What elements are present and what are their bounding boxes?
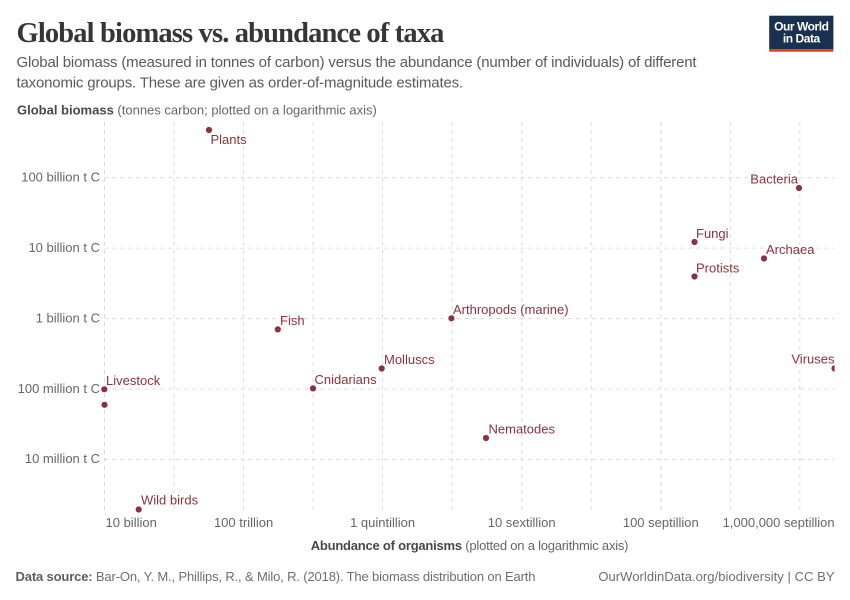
svg-text:OurWorldinData.org/biodiversit: OurWorldinData.org/biodiversity | CC BY [598,569,835,584]
svg-text:in Data: in Data [783,32,821,46]
svg-text:Cnidarians: Cnidarians [315,372,378,387]
svg-text:Plants: Plants [211,132,248,147]
svg-text:Global biomass (tonnes carbon;: Global biomass (tonnes carbon; plotted o… [17,103,377,118]
svg-text:Our World: Our World [774,20,829,34]
svg-text:1,000,000 septillion: 1,000,000 septillion [723,515,835,530]
svg-text:Arthropods (marine): Arthropods (marine) [453,302,569,317]
svg-text:Protists: Protists [696,261,740,276]
svg-text:Global biomass (measured in to: Global biomass (measured in tonnes of ca… [17,54,698,71]
svg-text:Fish: Fish [280,313,305,328]
svg-text:100 billion t C: 100 billion t C [21,169,100,184]
svg-text:10 million t C: 10 million t C [25,451,100,466]
svg-text:Data source: Bar-On, Y. M., Ph: Data source: Bar-On, Y. M., Phillips, R.… [16,569,536,584]
svg-text:taxonomic groups. These are gi: taxonomic groups. These are given as ord… [17,74,463,91]
svg-text:Bacteria: Bacteria [750,171,798,186]
svg-text:1 quintillion: 1 quintillion [350,515,415,530]
svg-text:Nematodes: Nematodes [489,422,556,437]
svg-text:Archaea: Archaea [766,242,815,257]
svg-text:Global biomass vs. abundance o: Global biomass vs. abundance of taxa [17,18,445,49]
svg-text:100 million t C: 100 million t C [18,381,100,396]
svg-text:Fungi: Fungi [696,226,729,241]
svg-text:Molluscs: Molluscs [384,352,435,367]
svg-text:10 sextillion: 10 sextillion [488,515,556,530]
svg-text:1 billion t C: 1 billion t C [36,310,100,325]
svg-text:10 billion: 10 billion [106,515,157,530]
svg-text:100 septillion: 100 septillion [623,515,699,530]
svg-text:Viruses: Viruses [791,352,835,367]
svg-text:10 billion t C: 10 billion t C [28,240,100,255]
svg-text:Wild birds: Wild birds [141,493,199,508]
svg-text:Abundance of organisms (plotte: Abundance of organisms (plotted on a log… [311,538,629,553]
svg-text:Livestock: Livestock [106,373,161,388]
svg-text:100 trillion: 100 trillion [214,515,273,530]
